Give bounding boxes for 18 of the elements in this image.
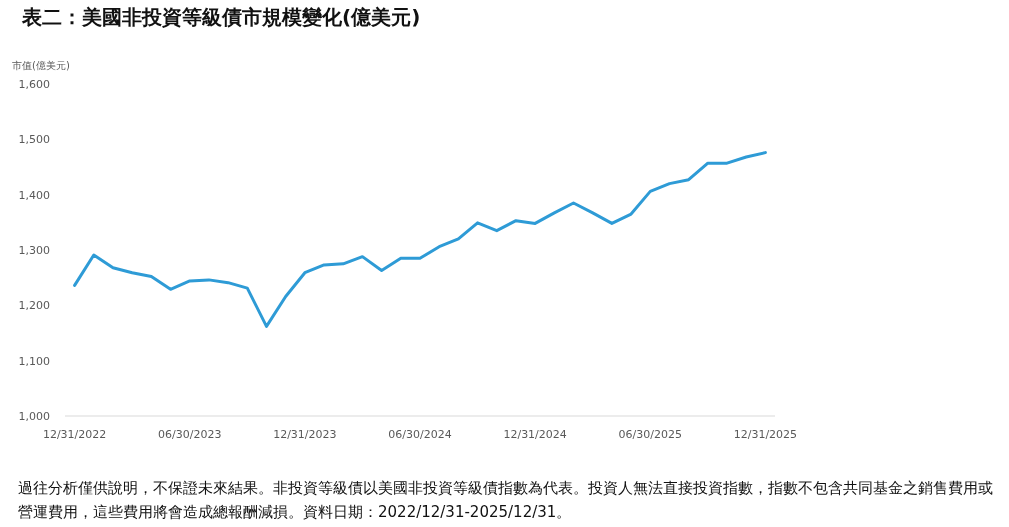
- x-tick-label: 06/30/2023: [158, 428, 222, 441]
- x-tick-label: 12/31/2025: [733, 428, 798, 441]
- y-axis-title: 市值(億美元): [12, 60, 70, 71]
- x-tick-label: 12/31/2024: [503, 428, 567, 441]
- y-tick-label: 1,500: [18, 133, 50, 147]
- x-tick-label: 06/30/2024: [388, 428, 452, 441]
- y-tick-label: 1,400: [18, 188, 50, 202]
- y-tick-label: 1,200: [18, 299, 50, 313]
- y-tick-label: 1,600: [18, 78, 50, 91]
- line-series: [73, 151, 767, 328]
- x-tick-label: 12/31/2022: [42, 428, 107, 441]
- y-tick-label: 1,100: [18, 354, 50, 368]
- chart-title: 表二：美國非投資等級債市規模變化(億美元): [22, 4, 421, 31]
- y-tick-label: 1,000: [18, 410, 50, 423]
- text: 過往分析僅供說明，不保證未來結果。非投資等級債以美國非投資等級債指數為代表。投資人無法直接投資指數，指數不包含共同基金之銷售費用或營運費用，這些費用將會造成總報酬減損。資料日期：2022/12/31-2025/12/31。: [18, 478, 993, 523]
- x-tick-label: 12/31/2023: [273, 428, 337, 441]
- x-tick-label: 06/30/2025: [618, 428, 682, 441]
- y-tick-label: 1,300: [18, 244, 50, 257]
